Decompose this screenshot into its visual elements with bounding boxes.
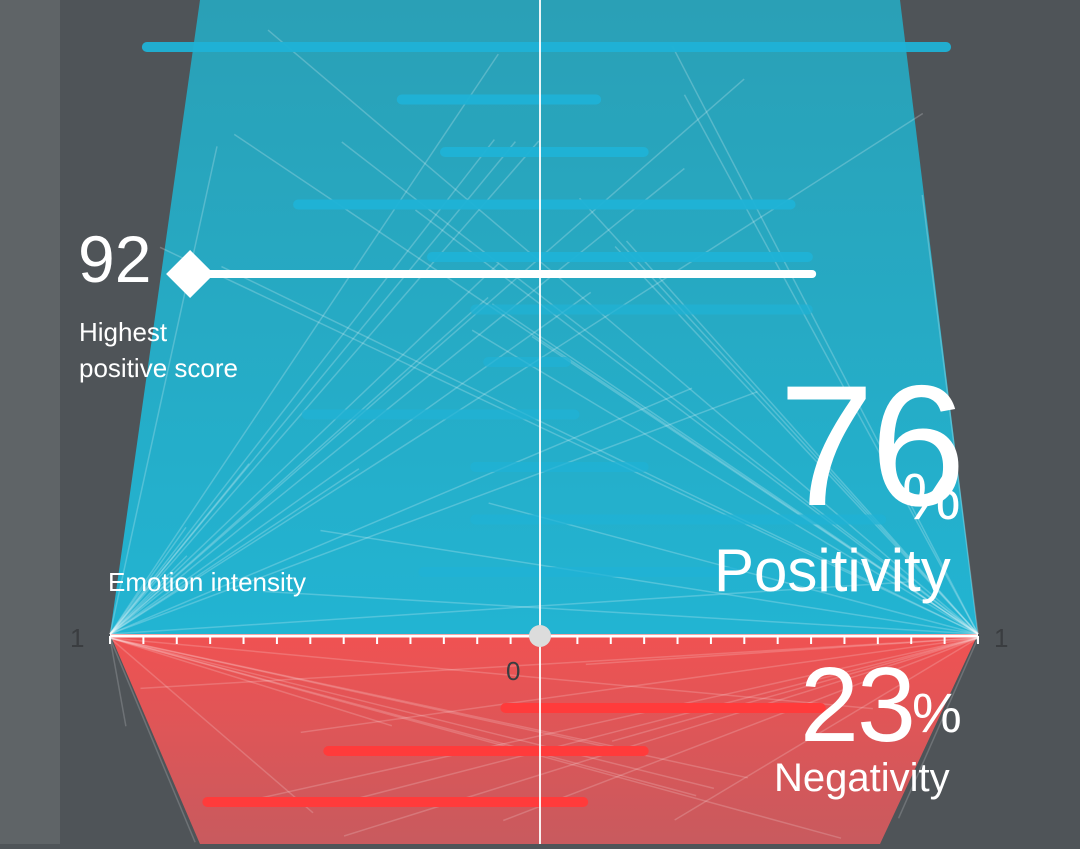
- positive-bars: [141, 42, 952, 577]
- negative-bars: [202, 703, 826, 807]
- web-line: [109, 139, 495, 635]
- web-line: [502, 637, 979, 822]
- web-line: [300, 637, 979, 734]
- web-line: [109, 390, 758, 635]
- negativity-unit: %: [912, 681, 962, 744]
- positive-area: [110, 0, 978, 634]
- web-line: [346, 637, 979, 802]
- web-line: [674, 637, 979, 821]
- web-line: [221, 265, 979, 635]
- web-line: [531, 335, 979, 635]
- highlight-diamond: [166, 250, 215, 298]
- web-line: [414, 209, 979, 635]
- web-line: [109, 167, 685, 635]
- negativity-value: 23: [800, 646, 916, 764]
- web-line: [159, 246, 979, 635]
- web-line: [683, 94, 979, 635]
- highlight-value: 92: [78, 222, 152, 296]
- tick-label-right: 1: [994, 623, 1009, 653]
- web-line: [109, 387, 693, 635]
- web-line: [109, 468, 360, 635]
- web-line: [140, 637, 979, 690]
- web-line: [109, 637, 873, 710]
- tick-label-left: 1: [70, 623, 85, 653]
- negative-area: [110, 634, 978, 844]
- web-line: [109, 526, 187, 635]
- web-line: [109, 263, 500, 635]
- web-line: [341, 141, 979, 635]
- web-line: [585, 637, 979, 666]
- web-line: [109, 140, 540, 635]
- web-line: [267, 29, 979, 635]
- web-line: [109, 637, 393, 727]
- web-line: [109, 463, 250, 635]
- highlight-label-line1: Highest: [79, 317, 168, 347]
- web-line: [109, 146, 218, 635]
- positivity-unit: %: [902, 459, 961, 533]
- web-line: [109, 141, 516, 635]
- positivity-value: 76: [778, 350, 966, 542]
- web-line: [109, 637, 614, 748]
- web-line: [671, 45, 979, 635]
- web-line: [109, 555, 188, 635]
- center-handle[interactable]: [529, 625, 551, 647]
- web-line: [109, 637, 697, 797]
- axis-title: Emotion intensity: [108, 567, 306, 597]
- web-line: [611, 637, 979, 742]
- web-line: [109, 637, 127, 727]
- web-line: [921, 194, 979, 635]
- negativity-label: Negativity: [774, 756, 950, 800]
- highlight-bar: [166, 250, 817, 298]
- web-line: [491, 303, 979, 635]
- web-line: [320, 529, 979, 635]
- web-line: [109, 637, 314, 814]
- highlight-label-line2: positive score: [79, 353, 238, 383]
- web-line: [109, 637, 842, 839]
- web-line: [109, 581, 909, 635]
- negative-web-lines: [109, 637, 979, 843]
- web-line: [233, 133, 979, 635]
- highlight-label: Highest positive score: [79, 314, 319, 386]
- web-line: [109, 637, 715, 790]
- web-line: [109, 291, 592, 635]
- web-line: [109, 296, 489, 635]
- web-line: [109, 637, 196, 843]
- web-line: [109, 53, 499, 635]
- web-line: [471, 329, 979, 635]
- web-line: [263, 590, 979, 635]
- web-line: [224, 637, 979, 807]
- tick-label-center: 0: [506, 656, 521, 686]
- web-line: [109, 78, 745, 635]
- web-line: [897, 637, 979, 819]
- positivity-label: Positivity: [714, 537, 951, 604]
- left-shadow-panel: [0, 0, 60, 844]
